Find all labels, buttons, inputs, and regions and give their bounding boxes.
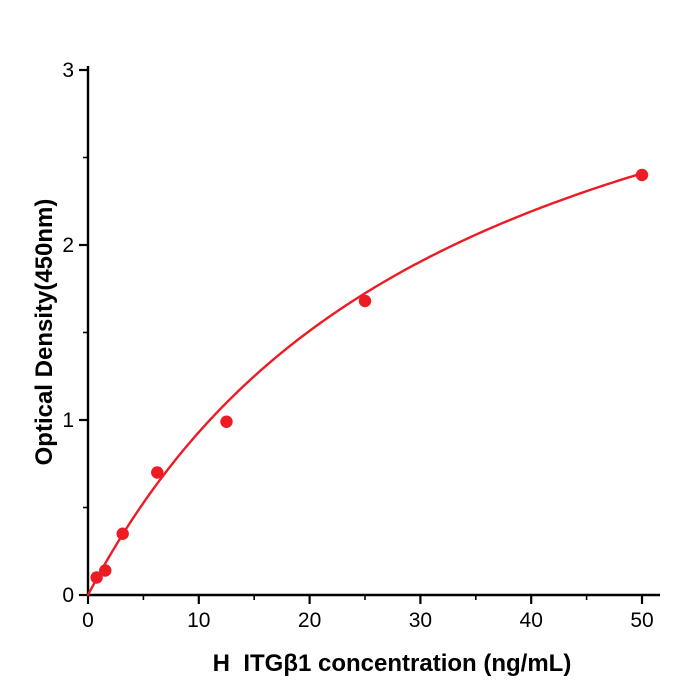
- fit-curve: [86, 172, 644, 597]
- x-tick-label: 20: [298, 609, 321, 632]
- y-tick-label: 0: [62, 584, 74, 607]
- data-point: [635, 168, 649, 182]
- y-tick-label: 1: [62, 409, 74, 432]
- y-tick-label: 3: [62, 59, 74, 82]
- x-tick-label: 30: [409, 609, 432, 632]
- y-axis-title: Optical Density(450nm): [31, 199, 58, 466]
- x-tick-label: 50: [630, 609, 653, 632]
- data-point: [220, 415, 233, 428]
- y-tick-label: 2: [62, 234, 74, 257]
- x-tick-label: 40: [520, 609, 543, 632]
- x-axis-title: H ITGβ1 concentration (ng/mL): [213, 650, 572, 677]
- data-point: [116, 527, 129, 540]
- data-point: [90, 571, 103, 584]
- plot-layer: 0 10 20 30 40 50 0 1 2 3: [62, 59, 660, 632]
- data-point: [151, 466, 164, 479]
- x-tick-label: 0: [82, 609, 94, 632]
- data-point: [358, 294, 372, 308]
- x-tick-label: 10: [187, 609, 210, 632]
- data-point: [99, 564, 112, 577]
